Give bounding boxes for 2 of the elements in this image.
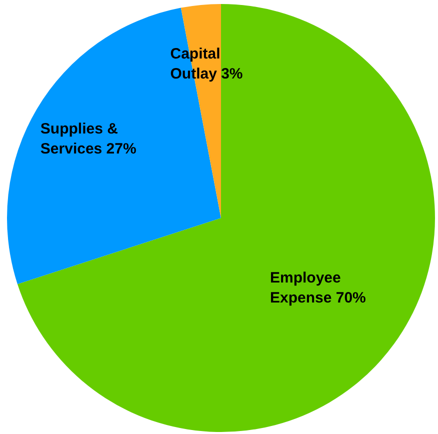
slice-label: Employee Expense 70% xyxy=(270,270,366,307)
slice-label: Supplies & Services 27% xyxy=(40,120,136,158)
